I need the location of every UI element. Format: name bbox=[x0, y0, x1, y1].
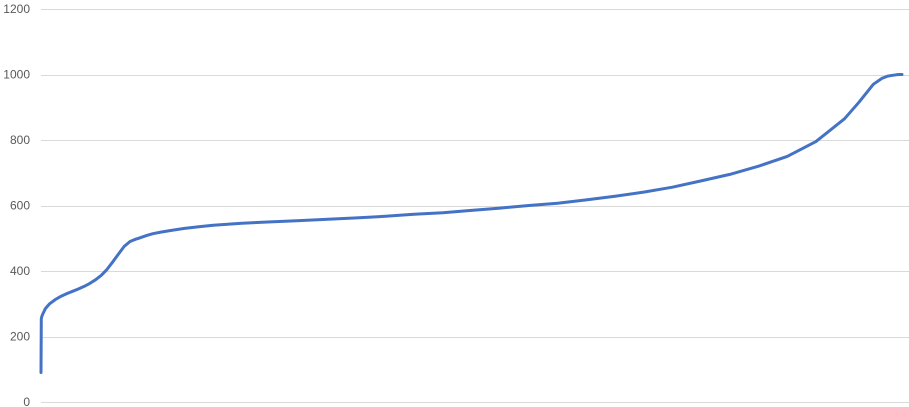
series-line bbox=[39, 73, 904, 374]
series-layer bbox=[39, 73, 904, 374]
y-axis-tick-labels: 0 200 400 600 800 1000 1200 bbox=[3, 2, 30, 407]
y-tick-label-800: 800 bbox=[10, 133, 30, 147]
y-tick-label-400: 400 bbox=[10, 264, 30, 278]
y-tick-label-0: 0 bbox=[23, 395, 30, 407]
y-tick-label-600: 600 bbox=[10, 199, 30, 213]
y-tick-label-1200: 1200 bbox=[3, 2, 30, 16]
y-tick-label-1000: 1000 bbox=[3, 68, 30, 82]
y-tick-label-200: 200 bbox=[10, 330, 30, 344]
gridlines bbox=[41, 9, 909, 403]
